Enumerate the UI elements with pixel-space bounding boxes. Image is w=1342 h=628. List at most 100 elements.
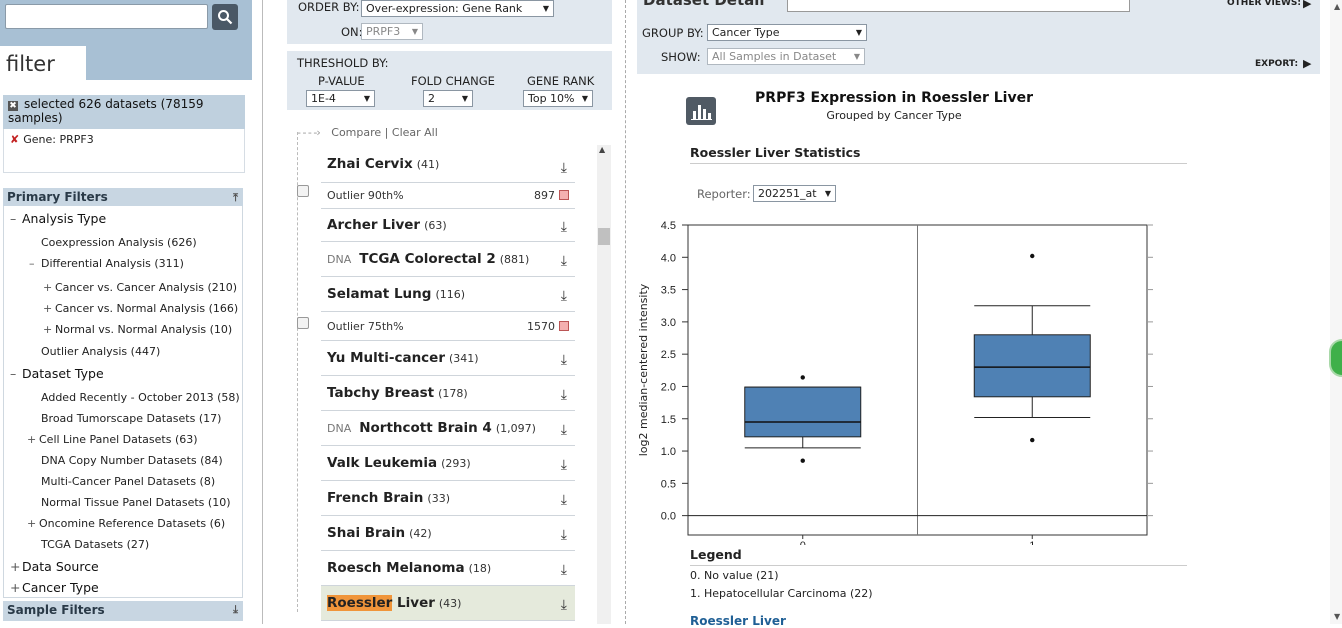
dataset-row-northcott-brain-4[interactable]: DNA Northcott Brain 4 (1,097) ⤓ xyxy=(321,411,575,446)
tree-cancer-vs-normal[interactable]: + Cancer vs. Normal Analysis (166) xyxy=(43,302,238,315)
fold-change-select[interactable]: 2 ▼ xyxy=(423,90,473,107)
tree-differential[interactable]: – Differential Analysis (311) xyxy=(29,257,184,270)
clear-all-link[interactable]: Clear All xyxy=(391,126,438,139)
compare-separator: | xyxy=(384,126,389,139)
download-icon[interactable]: ⤓ xyxy=(560,288,567,304)
filter-tab[interactable]: filter xyxy=(0,46,86,80)
tree-analysis-type[interactable]: – Analysis Type xyxy=(10,211,106,226)
scroll-up-icon[interactable]: ▲ xyxy=(599,145,606,154)
primary-filters-panel xyxy=(3,188,243,598)
primary-filters-header[interactable]: Primary Filters ⤒ xyxy=(3,188,243,206)
search-button[interactable] xyxy=(212,4,238,30)
download-icon[interactable]: ⤓ xyxy=(560,253,567,269)
x-tick-label: 0 xyxy=(800,540,806,545)
tree-normal-tissue[interactable]: Normal Tissue Panel Datasets (10) xyxy=(41,496,231,509)
dataset-count: (881) xyxy=(499,253,530,266)
dataset-row-zhai-cervix[interactable]: Zhai Cervix (41) ⤓ xyxy=(321,149,575,183)
other-views-arrow-icon[interactable]: ▶ xyxy=(1303,0,1312,10)
outlier-value: 897 xyxy=(534,189,555,202)
pvalue-select[interactable]: 1E-4 ▼ xyxy=(306,90,375,107)
select-value: 1E-4 xyxy=(311,92,336,105)
tree-label: Cancer vs. Normal Analysis (166) xyxy=(55,302,239,315)
export-arrow-icon[interactable]: ▶ xyxy=(1303,57,1312,70)
download-icon[interactable]: ⤓ xyxy=(560,492,567,508)
dataset-row-shai-brain[interactable]: Shai Brain (42) ⤓ xyxy=(321,516,575,551)
dataset-row-valk-leukemia[interactable]: Valk Leukemia (293) ⤓ xyxy=(321,446,575,481)
download-icon[interactable]: ⤓ xyxy=(560,352,567,368)
group-by-select[interactable]: Cancer Type ▼ xyxy=(707,24,867,41)
tree-added-recently[interactable]: Added Recently - October 2013 (58) xyxy=(41,391,240,404)
dataset-list: Zhai Cervix (41) ⤓ Outlier 90th% 897 Archer… xyxy=(297,145,579,624)
sample-filters-title: Sample Filters xyxy=(7,603,105,617)
tree-coexpression[interactable]: Coexpression Analysis (626) xyxy=(41,236,197,249)
sample-filters-header[interactable]: Sample Filters ⤓ xyxy=(3,601,243,621)
order-box: ORDER BY: Over-expression: Gene Rank ▼ ON… xyxy=(287,0,612,44)
tree-line xyxy=(297,132,298,612)
dataset-row-roesch-melanoma[interactable]: Roesch Melanoma (18) ⤓ xyxy=(321,551,575,586)
list-scrollbar[interactable] xyxy=(597,145,611,624)
download-icon[interactable]: ⤓ xyxy=(560,527,567,543)
tree-multi-cancer[interactable]: Multi-Cancer Panel Datasets (8) xyxy=(41,475,216,488)
outlier-label: Outlier 75th% xyxy=(327,320,404,333)
gene-rank-select[interactable]: Top 10% ▼ xyxy=(523,90,593,107)
show-select[interactable]: All Samples in Dataset ▼ xyxy=(707,48,865,65)
reporter-select[interactable]: 202251_at ▼ xyxy=(753,185,836,202)
scroll-down-icon[interactable]: ▼ xyxy=(1334,612,1341,621)
dropdown-icon: ▼ xyxy=(363,94,370,103)
clear-selection-icon[interactable]: ✖ xyxy=(8,101,18,111)
dataset-row-tabchy-breast[interactable]: Tabchy Breast (178) ⤓ xyxy=(321,376,575,411)
tree-label: Normal vs. Normal Analysis (10) xyxy=(55,323,233,336)
dataset-row-roessler-liver[interactable]: Roessler Liver (43) ⤓ xyxy=(321,586,575,621)
tree-dataset-type[interactable]: – Dataset Type xyxy=(10,366,104,381)
feedback-button[interactable] xyxy=(1329,339,1342,377)
download-icon[interactable]: ⤓ xyxy=(560,457,567,473)
download-icon[interactable]: ⤓ xyxy=(560,160,567,176)
download-icon[interactable]: ⤓ xyxy=(560,562,567,578)
chart-type-icon[interactable] xyxy=(686,97,716,125)
chart-title: PRPF3 Expression in Roessler Liver xyxy=(755,90,1033,106)
scroll-thumb[interactable] xyxy=(598,228,610,245)
tree-cancer-vs-cancer[interactable]: + Cancer vs. Cancer Analysis (210) xyxy=(43,281,237,294)
tree-outlier[interactable]: Outlier Analysis (447) xyxy=(41,345,161,358)
tree-dna-copy[interactable]: DNA Copy Number Datasets (84) xyxy=(41,454,223,467)
tree-data-source[interactable]: + Data Source xyxy=(10,559,99,574)
tree-cell-line[interactable]: + Cell Line Panel Datasets (63) xyxy=(27,433,198,446)
select-value: Over-expression: Gene Rank xyxy=(366,2,523,15)
gene-rank-label: GENE RANK xyxy=(527,74,595,88)
expand-icon[interactable]: ⤓ xyxy=(233,603,238,616)
tree-label: Analysis Type xyxy=(22,211,107,226)
download-icon[interactable]: ⤓ xyxy=(560,597,567,613)
download-icon[interactable]: ⤓ xyxy=(560,422,567,438)
dataset-link[interactable]: Roessler Liver xyxy=(690,614,786,628)
outlier-checkbox[interactable] xyxy=(297,317,309,329)
compare-link[interactable]: Compare xyxy=(331,126,382,139)
dataset-row-selamat-lung[interactable]: Selamat Lung (116) ⤓ xyxy=(321,277,575,312)
y-tick-label: 1.5 xyxy=(661,414,676,426)
collapse-icon[interactable]: ⤒ xyxy=(233,191,238,204)
download-icon[interactable]: ⤓ xyxy=(560,219,567,235)
on-gene-select[interactable]: PRPF3 ▼ xyxy=(361,23,423,40)
outlier-marker-icon xyxy=(559,190,569,200)
dataset-row-french-brain[interactable]: French Brain (33) ⤓ xyxy=(321,481,575,516)
selected-gene-filter: ✘ Gene: PRPF3 xyxy=(3,129,245,173)
fold-change-label: FOLD CHANGE xyxy=(411,74,495,88)
tree-oncomine-ref[interactable]: + Oncomine Reference Datasets (6) xyxy=(27,517,225,530)
dataset-row-tcga-colorectal-2[interactable]: DNA TCGA Colorectal 2 (881) ⤓ xyxy=(321,242,575,277)
page-scrollbar[interactable] xyxy=(1330,0,1342,624)
dataset-row-archer-liver[interactable]: Archer Liver (63) ⤓ xyxy=(321,209,575,242)
dataset-name-highlight: Roessler xyxy=(327,595,393,611)
scroll-up-icon[interactable]: ▲ xyxy=(1334,2,1341,11)
dataset-row-yu-multi-cancer[interactable]: Yu Multi-cancer (341) ⤓ xyxy=(321,341,575,376)
tree-cancer-type[interactable]: + Cancer Type xyxy=(10,580,99,595)
outlier-marker-icon xyxy=(559,321,569,331)
remove-filter-icon[interactable]: ✘ xyxy=(10,133,20,146)
tree-broad[interactable]: Broad Tumorscape Datasets (17) xyxy=(41,412,222,425)
outlier-checkbox[interactable] xyxy=(297,185,309,197)
order-by-select[interactable]: Over-expression: Gene Rank ▼ xyxy=(361,0,554,17)
search-input[interactable] xyxy=(5,4,208,29)
chart-subtitle: Grouped by Cancer Type xyxy=(826,109,962,122)
plus-icon: + xyxy=(43,323,53,336)
tree-normal-vs-normal[interactable]: + Normal vs. Normal Analysis (10) xyxy=(43,323,232,336)
download-icon[interactable]: ⤓ xyxy=(560,387,567,403)
tree-tcga[interactable]: TCGA Datasets (27) xyxy=(41,538,150,551)
